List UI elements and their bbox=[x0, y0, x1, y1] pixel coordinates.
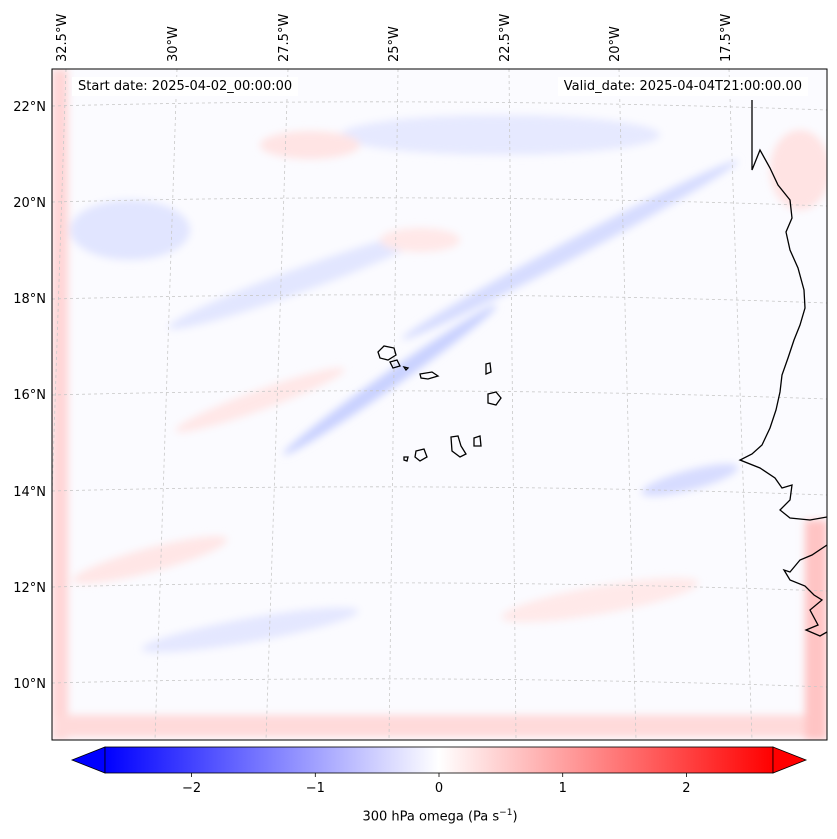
parallel-20n bbox=[52, 197, 827, 207]
negative-patch-south bbox=[141, 607, 359, 653]
cape-verde-sao-nicolau bbox=[419, 371, 440, 380]
parallel-12n bbox=[52, 582, 827, 592]
cape-verde-santo-antao bbox=[377, 345, 397, 361]
lat-label-18n: 18°N bbox=[13, 292, 46, 307]
lon-label-17-5w: 17.5°W bbox=[719, 14, 734, 62]
colorbar-extend-max bbox=[772, 746, 808, 774]
start-date-label: Start date: 2025-04-02_00:00:00 bbox=[72, 77, 299, 96]
lon-label-32-5w: 32.5°W bbox=[55, 14, 70, 62]
omega-field bbox=[52, 69, 827, 740]
negative-patch-west bbox=[70, 200, 190, 260]
latitude-labels: 22°N 20°N 18°N 16°N 14°N 12°N 10°N bbox=[13, 100, 46, 692]
meridian-25w bbox=[388, 69, 399, 740]
lat-label-12n: 12°N bbox=[13, 581, 46, 596]
negative-streak-3 bbox=[168, 230, 432, 330]
positive-patch-4 bbox=[501, 577, 699, 623]
cape-verde-fogo bbox=[414, 448, 428, 462]
meridian-22-5w bbox=[508, 69, 517, 740]
parallel-18n bbox=[52, 294, 827, 304]
africa-coastline bbox=[738, 100, 827, 521]
lat-label-20n: 20°N bbox=[13, 196, 46, 211]
meridian-17-5w bbox=[728, 69, 753, 740]
colorbar-ticks: −2 −1 0 1 2 bbox=[182, 773, 691, 796]
lat-label-14n: 14°N bbox=[13, 485, 46, 500]
lon-label-30w: 30°W bbox=[166, 26, 181, 62]
valid-date-label: Valid_date: 2025-04-04T21:00:00.00 bbox=[557, 77, 808, 96]
colorbar-tick-label: 1 bbox=[559, 781, 567, 796]
cape-verde-santiago bbox=[450, 435, 467, 458]
map-frame bbox=[51, 68, 828, 741]
parallel-22n bbox=[52, 101, 827, 111]
cape-verde-santa-luzia bbox=[402, 365, 410, 372]
colorbar-gradient bbox=[104, 746, 774, 774]
cape-verde-sao-vicente bbox=[389, 359, 401, 369]
positive-patch-5 bbox=[72, 536, 228, 584]
positive-patch-1 bbox=[260, 131, 360, 159]
meridian-27-5w bbox=[265, 69, 289, 740]
colorbar-label-exponent: −1 bbox=[499, 808, 513, 818]
negative-streak-1 bbox=[402, 160, 738, 340]
lon-label-27-5w: 27.5°W bbox=[277, 14, 292, 62]
map-panel bbox=[52, 69, 827, 740]
negative-patch-east bbox=[641, 463, 739, 497]
senegal-coast bbox=[782, 544, 827, 637]
cape-verde-boa-vista bbox=[487, 391, 502, 406]
colorbar: −2 −1 0 1 2 bbox=[70, 746, 808, 796]
colorbar-tick-label: 0 bbox=[435, 781, 443, 796]
parallel-10n bbox=[52, 678, 827, 688]
lon-label-25w: 25°W bbox=[387, 26, 402, 62]
colorbar-tick-label: −1 bbox=[306, 781, 325, 796]
boundary-band-west bbox=[52, 69, 68, 740]
colorbar-tick-label: −2 bbox=[182, 781, 201, 796]
boundary-band-east bbox=[805, 520, 827, 740]
parallel-16n bbox=[52, 390, 827, 400]
negative-patch-north bbox=[340, 115, 660, 155]
positive-patch-6 bbox=[770, 130, 827, 210]
coastlines bbox=[377, 100, 827, 637]
colorbar-tick-label: 2 bbox=[682, 781, 690, 796]
cape-verde-sal bbox=[485, 362, 492, 375]
cape-verde-brava bbox=[403, 456, 409, 462]
meridian-20w bbox=[618, 69, 637, 740]
parallel-14n bbox=[52, 486, 827, 496]
lon-label-22-5w: 22.5°W bbox=[498, 14, 513, 62]
colorbar-extend-min bbox=[70, 746, 106, 774]
positive-patch-3 bbox=[175, 367, 345, 433]
positive-patch-2 bbox=[380, 228, 460, 252]
negative-streak-2 bbox=[283, 305, 497, 455]
meridian-30w bbox=[154, 69, 178, 740]
graticule bbox=[52, 69, 827, 740]
colorbar-label-text: 300 hPa omega (Pa s bbox=[362, 809, 500, 825]
lon-label-20w: 20°W bbox=[608, 26, 623, 62]
boundary-band-south bbox=[52, 715, 827, 737]
lat-label-10n: 10°N bbox=[13, 677, 46, 692]
longitude-labels: 32.5°W 30°W 27.5°W 25°W 22.5°W 20°W 17.5… bbox=[55, 14, 734, 62]
cape-verde-maio bbox=[473, 435, 482, 447]
lat-label-22n: 22°N bbox=[13, 100, 46, 115]
colorbar-label: 300 hPa omega (Pa s−1) bbox=[0, 808, 837, 824]
lat-label-16n: 16°N bbox=[13, 388, 46, 403]
colorbar-label-close: ) bbox=[512, 809, 518, 825]
